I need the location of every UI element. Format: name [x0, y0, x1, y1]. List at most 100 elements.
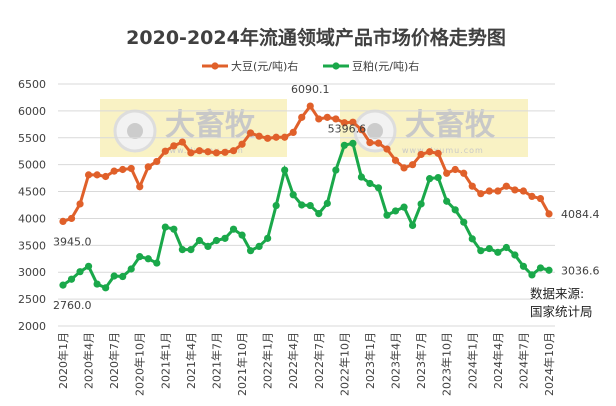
watermark-logo: 大畜牧 www.dxumu.com	[340, 99, 528, 157]
x-tick-label: 2022年7月	[312, 332, 326, 389]
data-point	[59, 217, 67, 226]
data-point	[426, 175, 434, 183]
chart-title: 2020-2024年流通领域产品市场价格走势图	[126, 26, 506, 49]
data-point	[340, 141, 348, 149]
data-point	[264, 134, 272, 142]
data-point	[502, 243, 510, 252]
data-point	[119, 165, 127, 174]
data-point	[255, 242, 263, 251]
data-label: 4084.4	[561, 208, 600, 221]
data-point	[221, 148, 229, 156]
data-point	[229, 147, 238, 155]
data-point	[477, 190, 485, 198]
data-point	[519, 262, 528, 270]
data-point	[67, 214, 76, 223]
data-point	[400, 203, 408, 211]
data-point	[195, 236, 204, 245]
data-point	[374, 184, 383, 192]
data-point	[511, 251, 519, 259]
data-point	[502, 182, 510, 190]
data-point	[170, 142, 178, 150]
data-point	[468, 182, 476, 190]
data-point	[161, 223, 169, 231]
data-point	[323, 113, 331, 121]
data-point	[349, 118, 357, 126]
data-point	[391, 156, 400, 164]
x-tick-label: 2024年4月	[491, 332, 505, 389]
data-point	[443, 169, 451, 177]
x-tick-label: 2020年10月	[133, 332, 147, 396]
data-point	[485, 244, 493, 253]
data-point	[528, 271, 536, 279]
data-point	[272, 133, 280, 141]
data-label: 3945.0	[53, 235, 92, 248]
x-tick-label: 2023年1月	[363, 332, 377, 389]
x-tick-label: 2020年1月	[56, 332, 70, 389]
data-point	[366, 139, 374, 147]
data-point	[357, 173, 366, 181]
series-soymeal	[59, 139, 553, 292]
data-point	[153, 259, 161, 267]
y-tick-label: 4000	[18, 212, 46, 225]
data-label: 2760.0	[53, 299, 92, 312]
data-point	[272, 201, 280, 210]
data-point	[528, 192, 536, 200]
data-point	[408, 161, 417, 169]
y-tick-label: 4500	[18, 186, 46, 199]
legend-item[interactable]: 大豆(元/吨)右	[202, 59, 298, 73]
series-line	[62, 103, 551, 223]
x-tick-label: 2024年7月	[516, 332, 530, 389]
x-tick-label: 2021年4月	[184, 332, 198, 389]
x-tick-label: 2022年4月	[286, 332, 300, 389]
svg-text:豆粕(元/吨)右: 豆粕(元/吨)右	[352, 59, 419, 73]
data-point	[255, 132, 263, 140]
data-point	[178, 246, 186, 254]
data-point	[366, 179, 374, 188]
svg-text:大畜牧: 大畜牧	[165, 108, 256, 143]
data-point	[426, 148, 434, 156]
data-point	[281, 166, 289, 174]
y-tick-label: 2500	[18, 293, 46, 306]
y-tick-label: 6500	[18, 78, 46, 91]
data-point	[408, 221, 417, 230]
data-point	[76, 200, 84, 208]
data-point	[161, 147, 169, 155]
legend-item[interactable]: 豆粕(元/吨)右	[323, 59, 419, 73]
y-axis: 2000 2500 3000 3500 4000 4500 5000 5500 6000 6500	[18, 78, 46, 333]
data-point	[306, 201, 314, 210]
data-point	[460, 218, 468, 226]
data-point	[204, 242, 212, 251]
y-tick-label: 5500	[18, 132, 46, 145]
x-tick-label: 2022年10月	[337, 332, 351, 396]
data-point	[451, 165, 459, 174]
data-point	[511, 186, 519, 194]
data-point	[178, 138, 186, 146]
data-point	[332, 115, 340, 123]
data-point	[281, 133, 289, 141]
data-point	[289, 128, 297, 136]
data-point	[229, 225, 238, 233]
data-point	[349, 139, 357, 147]
y-tick-label: 5000	[18, 159, 46, 172]
data-point	[519, 187, 528, 195]
svg-text:www.dxumu.com: www.dxumu.com	[402, 146, 484, 155]
legend: 大豆(元/吨)右 豆粕(元/吨)右	[202, 59, 419, 73]
data-label: 5396.6	[328, 122, 367, 135]
data-point	[212, 149, 221, 157]
data-point	[102, 172, 110, 181]
data-point	[315, 115, 323, 123]
data-point	[417, 200, 425, 208]
data-point	[264, 234, 272, 242]
data-point	[127, 265, 135, 273]
data-point	[136, 253, 144, 261]
data-point	[119, 272, 127, 281]
data-point	[391, 207, 400, 215]
source-label: 数据来源:	[530, 286, 584, 301]
data-point	[93, 171, 101, 179]
data-point	[374, 139, 383, 147]
x-tick-label: 2024年10月	[542, 332, 556, 396]
data-point	[451, 206, 459, 214]
data-point	[434, 173, 442, 182]
